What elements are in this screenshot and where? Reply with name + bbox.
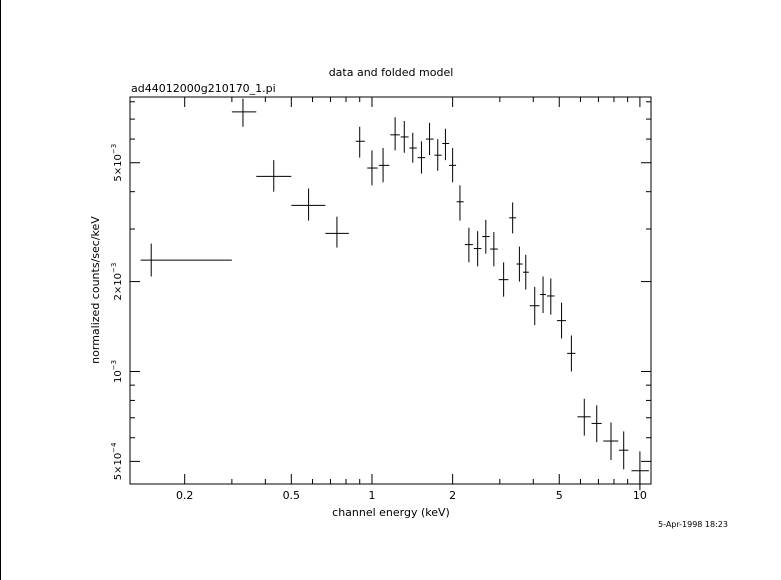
y-axis-label: normalized counts/sec/keV [89,216,102,364]
data-point [618,431,629,470]
data-point [400,120,409,153]
data-point [434,139,442,171]
data-point [325,216,349,248]
data-point [529,286,540,326]
data-point [367,150,378,186]
data-point [490,232,498,267]
plot-frame [129,96,652,485]
data-point [498,262,509,297]
x-tick-label: 1 [368,489,375,502]
data-points [140,98,649,491]
y-tick-label: 5×10−4 [110,442,124,480]
x-tick-label: 2 [449,489,456,502]
x-tick-label: 10 [633,489,647,502]
x-tick-label: 0.5 [283,489,301,502]
data-point [442,128,450,161]
data-point [256,160,292,192]
x-tick-label: 0.2 [176,489,194,502]
data-point [425,122,434,156]
data-point [140,243,232,277]
y-axis-tick-labels: 5×10−4 10−3 2×10−3 5×10−3 [110,144,124,480]
data-point [390,117,400,151]
data-point [355,126,365,158]
y-tick-label: 10−3 [110,360,124,383]
data-point [603,422,619,461]
data-point [591,405,602,443]
timestamp: 5-Apr-1998 18:23 [658,520,728,529]
data-point [409,132,417,163]
data-point [522,254,529,290]
x-tick-label: 5 [556,489,563,502]
x-axis-tick-labels: 0.2 0.5 1 2 5 10 [176,489,647,502]
data-point [231,98,257,127]
data-point [378,148,390,183]
data-point [546,278,555,315]
y-axis-ticks [130,101,651,462]
data-point [509,202,517,234]
x-axis-label: channel energy (keV) [332,506,450,519]
data-point [577,398,591,436]
data-point [291,188,326,221]
data-point [556,302,567,339]
data-point [449,148,457,183]
y-tick-label: 2×10−3 [110,263,124,301]
chart-subtitle: ad44012000g210170_1.pi [131,82,276,95]
data-point [567,335,576,372]
data-point [540,276,546,313]
data-point [464,227,473,263]
data-point [417,141,426,174]
y-tick-label: 5×10−3 [110,144,124,182]
data-point [473,231,482,267]
data-point [516,246,523,282]
data-point [482,219,490,254]
x-axis-ticks [184,97,641,484]
chart-title: data and folded model [329,66,454,79]
data-point [631,451,649,491]
data-point [456,185,464,221]
